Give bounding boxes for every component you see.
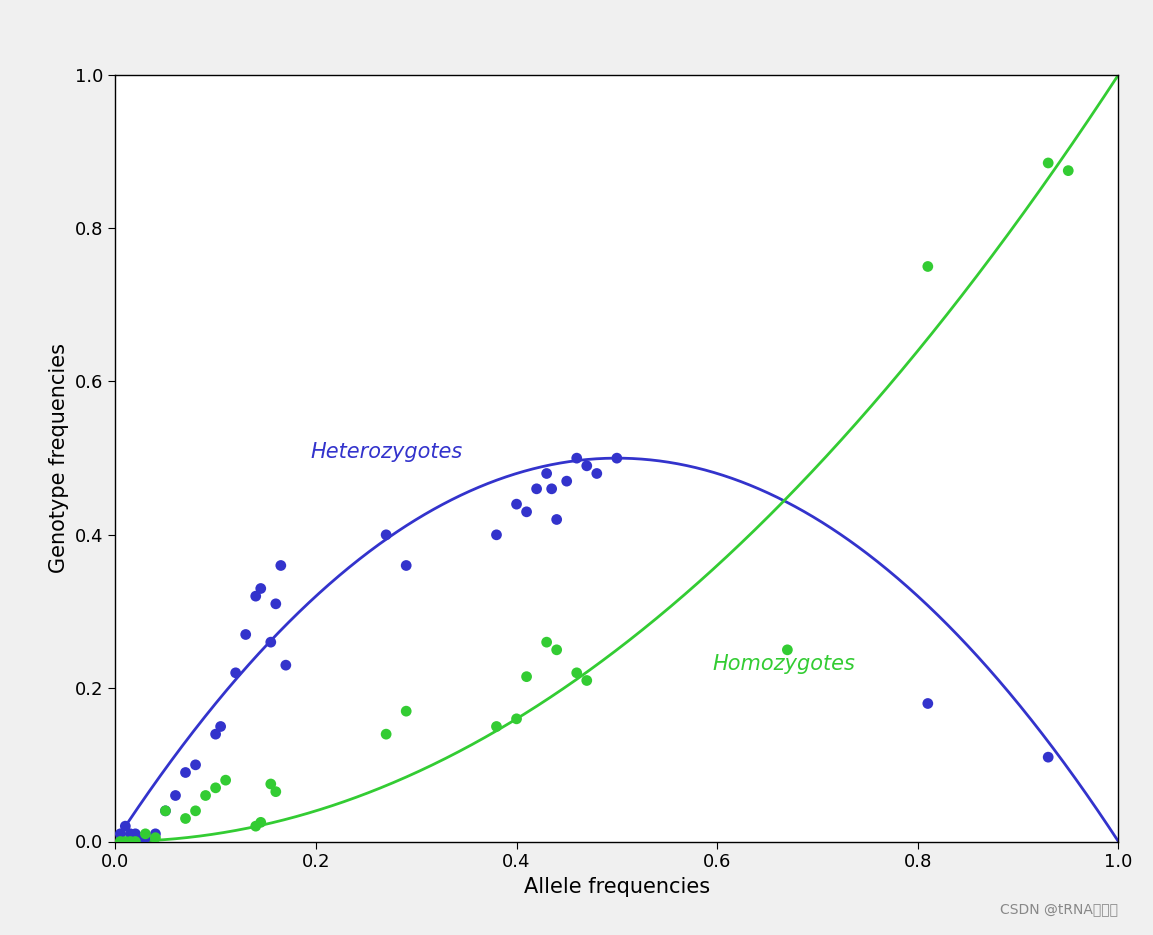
Point: [397, 704, 415, 719]
Point: [166, 788, 184, 803]
Point: [488, 719, 506, 734]
Point: [206, 781, 225, 796]
Point: [217, 772, 235, 787]
Point: [567, 451, 586, 466]
Point: [211, 719, 229, 734]
Point: [262, 635, 280, 650]
Point: [176, 811, 195, 826]
Point: [578, 458, 596, 473]
Point: [131, 830, 150, 845]
Point: [507, 712, 526, 726]
Point: [121, 834, 140, 849]
Point: [548, 512, 566, 527]
Point: [111, 834, 129, 849]
Point: [277, 657, 295, 672]
Point: [226, 666, 244, 681]
Point: [176, 765, 195, 780]
Point: [919, 696, 937, 711]
Point: [608, 451, 626, 466]
Point: [146, 830, 165, 845]
Point: [126, 834, 144, 849]
Point: [251, 814, 270, 830]
Point: [136, 827, 155, 842]
Point: [377, 726, 395, 741]
Point: [206, 726, 225, 741]
Point: [116, 834, 135, 849]
Point: [187, 803, 205, 818]
Point: [558, 474, 576, 489]
Point: [251, 581, 270, 596]
Point: [146, 827, 165, 842]
Text: Heterozygotes: Heterozygotes: [311, 442, 464, 462]
Point: [111, 827, 129, 842]
Point: [578, 673, 596, 688]
Point: [157, 803, 175, 818]
Point: [196, 788, 214, 803]
Point: [778, 642, 797, 657]
Point: [377, 527, 395, 542]
Point: [542, 482, 560, 496]
Point: [236, 627, 255, 642]
Point: [157, 803, 175, 818]
Point: [518, 504, 536, 519]
Point: [266, 784, 285, 799]
Point: [397, 558, 415, 573]
Point: [1039, 155, 1057, 170]
Point: [1039, 750, 1057, 765]
Point: [537, 466, 556, 481]
Point: [537, 635, 556, 650]
X-axis label: Allele frequencies: Allele frequencies: [523, 877, 710, 897]
Point: [116, 819, 135, 834]
Point: [262, 776, 280, 791]
Point: [488, 527, 506, 542]
Point: [527, 482, 545, 496]
Text: Homozygotes: Homozygotes: [713, 654, 856, 674]
Point: [548, 642, 566, 657]
Point: [266, 597, 285, 611]
Y-axis label: Genotype frequencies: Genotype frequencies: [50, 343, 69, 573]
Point: [247, 819, 265, 834]
Point: [187, 757, 205, 772]
Point: [1058, 163, 1077, 178]
Point: [136, 830, 155, 845]
Point: [518, 669, 536, 684]
Point: [919, 259, 937, 274]
Point: [247, 589, 265, 604]
Point: [126, 827, 144, 842]
Point: [272, 558, 291, 573]
Point: [121, 827, 140, 842]
Point: [567, 666, 586, 681]
Point: [507, 496, 526, 511]
Text: CSDN @tRNA做科研: CSDN @tRNA做科研: [1001, 902, 1118, 916]
Point: [588, 466, 606, 481]
